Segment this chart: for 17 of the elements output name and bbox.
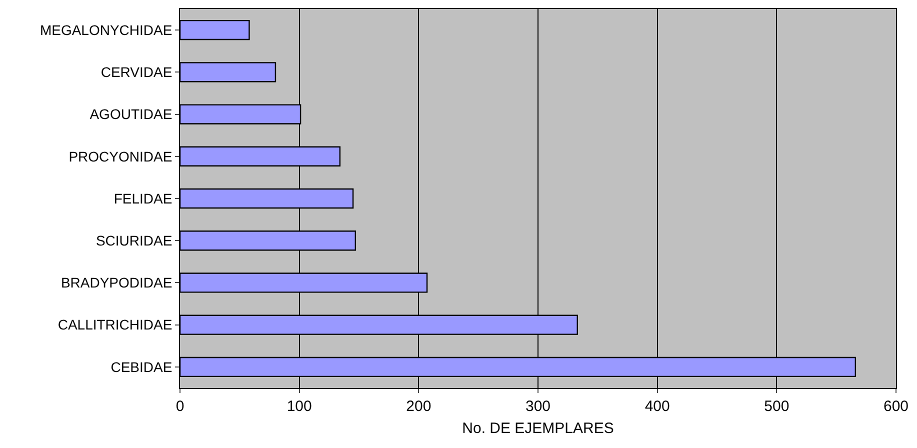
x-tick-label: 300 xyxy=(525,398,551,415)
x-tick-label: 500 xyxy=(764,398,790,415)
y-tick-label: CALLITRICHIDAE xyxy=(58,316,172,333)
x-axis-title: No. DE EJEMPLARES xyxy=(462,420,614,437)
x-tick-label: 100 xyxy=(286,398,312,415)
y-tick-label: MEGALONYCHIDAE xyxy=(40,22,172,38)
y-tick-label: SCIURIDAE xyxy=(96,232,172,249)
y-tick-label: FELIDAE xyxy=(114,190,172,206)
x-tick-label: 600 xyxy=(883,398,909,415)
y-tick-label: AGOUTIDAE xyxy=(90,106,172,122)
x-tick-label: 400 xyxy=(644,398,670,415)
y-tick-label: BRADYPODIDAE xyxy=(60,274,172,291)
y-tick-label: CEBIDAE xyxy=(110,358,172,375)
x-tick-label: 200 xyxy=(406,398,432,415)
x-tick-label: 0 xyxy=(176,398,184,415)
y-tick-label: PROCYONIDAE xyxy=(68,148,172,164)
y-tick-label: CERVIDAE xyxy=(100,64,172,80)
